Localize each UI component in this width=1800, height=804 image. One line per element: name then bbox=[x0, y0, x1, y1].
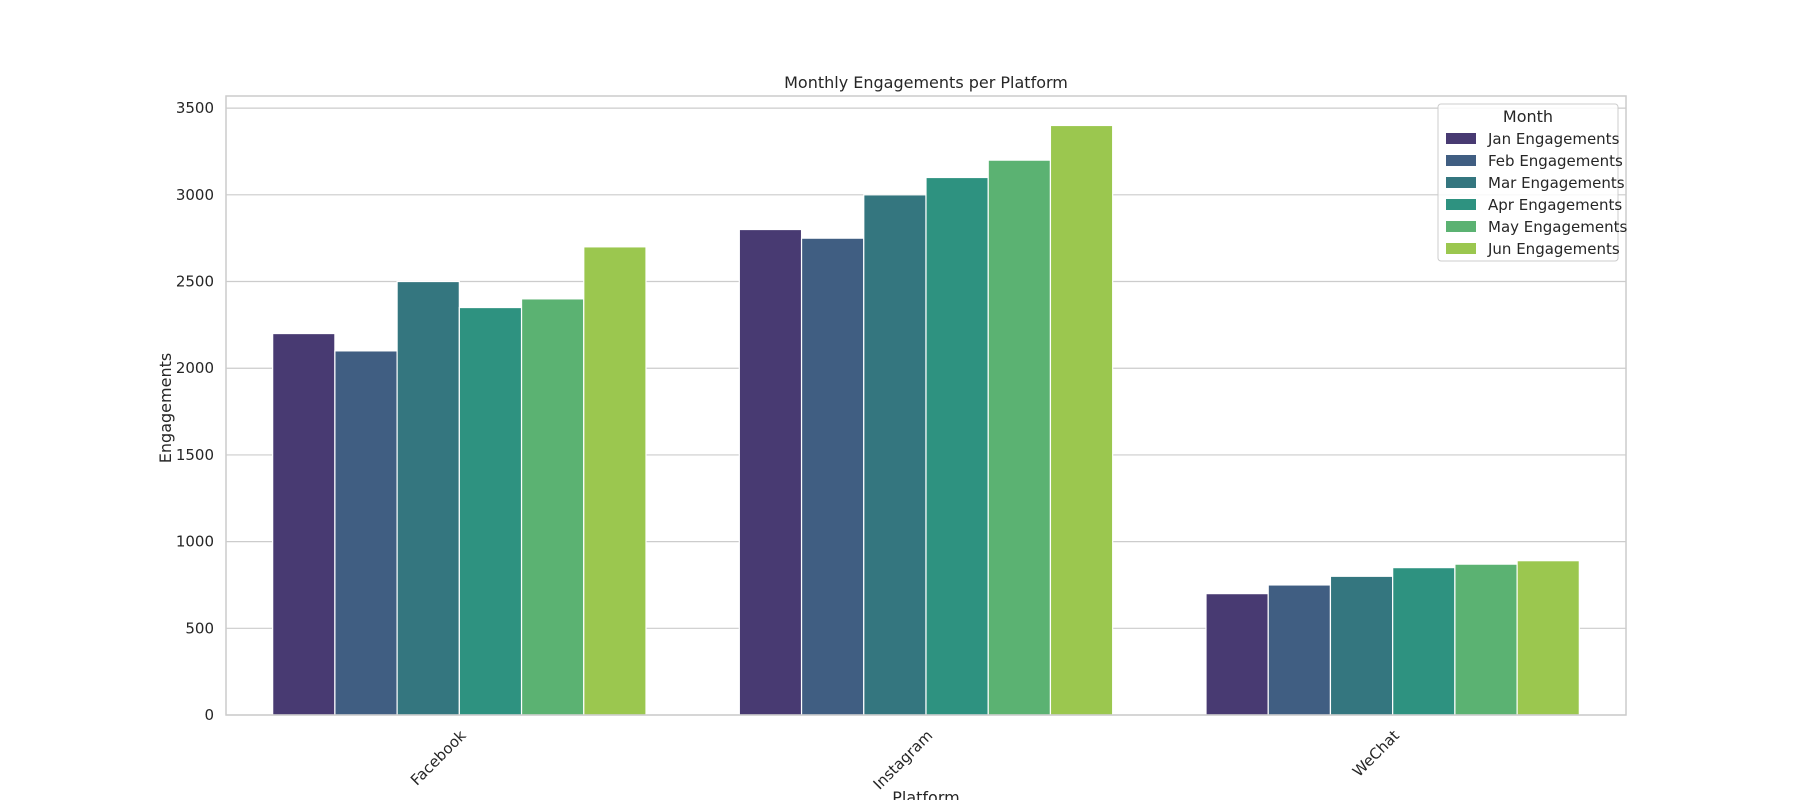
chart-title: Monthly Engagements per Platform bbox=[784, 73, 1068, 92]
plot-area bbox=[225, 95, 1627, 716]
legend-label-jun: Jun Engagements bbox=[1487, 240, 1620, 258]
bar-facebook-mar bbox=[396, 280, 460, 716]
bar-wechat-mar bbox=[1329, 575, 1394, 716]
bar-instagram-apr bbox=[925, 176, 989, 716]
bar-instagram-jan bbox=[738, 228, 803, 716]
y-tick-label: 3000 bbox=[176, 186, 214, 204]
x-tick-labels: Facebook Instagram WeChat bbox=[407, 726, 1403, 793]
bar-facebook-may bbox=[520, 298, 585, 716]
legend-swatch-jan bbox=[1446, 133, 1476, 144]
x-axis-label: Platform bbox=[892, 788, 959, 800]
legend-title: Month bbox=[1503, 107, 1553, 126]
bars bbox=[272, 124, 1580, 716]
bar-instagram-jun bbox=[1049, 124, 1114, 716]
bar-facebook-feb bbox=[334, 350, 398, 716]
legend-label-feb: Feb Engagements bbox=[1488, 152, 1623, 170]
bar-wechat-feb bbox=[1267, 584, 1332, 716]
legend-label-mar: Mar Engagements bbox=[1488, 174, 1625, 192]
y-tick-label: 3500 bbox=[176, 99, 214, 117]
legend-swatch-mar bbox=[1446, 177, 1476, 188]
legend-swatch-jun bbox=[1446, 243, 1476, 254]
bar-facebook-jan bbox=[272, 332, 336, 716]
y-tick-label: 500 bbox=[185, 619, 214, 637]
bar-instagram-mar bbox=[863, 194, 927, 716]
legend-swatch-may bbox=[1446, 221, 1476, 232]
legend-box bbox=[1437, 103, 1619, 262]
x-tick-label-facebook: Facebook bbox=[407, 726, 470, 789]
bar-instagram-feb bbox=[800, 237, 865, 716]
legend-swatch-apr bbox=[1446, 199, 1476, 210]
x-tick-label-instagram: Instagram bbox=[870, 727, 937, 794]
bar-instagram-may bbox=[987, 159, 1052, 716]
bar-facebook-apr bbox=[458, 306, 523, 716]
bar-wechat-jun bbox=[1516, 560, 1580, 716]
y-tick-label: 1500 bbox=[176, 446, 214, 464]
bar-wechat-may bbox=[1454, 563, 1518, 716]
legend: Month Jan Engagements Feb Engagements Mar E… bbox=[1437, 103, 1627, 262]
y-tick-label: 2500 bbox=[176, 273, 214, 291]
y-axis-label: Engagements bbox=[156, 353, 175, 463]
y-tick-label: 0 bbox=[204, 706, 214, 724]
y-tick-label: 2000 bbox=[176, 359, 214, 377]
axes-frame bbox=[225, 95, 1627, 716]
y-tick-label: 1000 bbox=[176, 533, 214, 551]
bar-wechat-apr bbox=[1392, 567, 1456, 716]
y-tick-labels: 0 500 1000 1500 2000 2500 3000 3500 bbox=[176, 99, 214, 724]
legend-swatch-feb bbox=[1446, 155, 1476, 166]
legend-label-apr: Apr Engagements bbox=[1488, 196, 1622, 214]
x-tick-label-wechat: WeChat bbox=[1349, 726, 1403, 780]
bar-wechat-jan bbox=[1205, 593, 1269, 716]
legend-label-jan: Jan Engagements bbox=[1487, 130, 1620, 148]
legend-label-may: May Engagements bbox=[1488, 218, 1627, 236]
bar-facebook-jun bbox=[583, 246, 647, 716]
